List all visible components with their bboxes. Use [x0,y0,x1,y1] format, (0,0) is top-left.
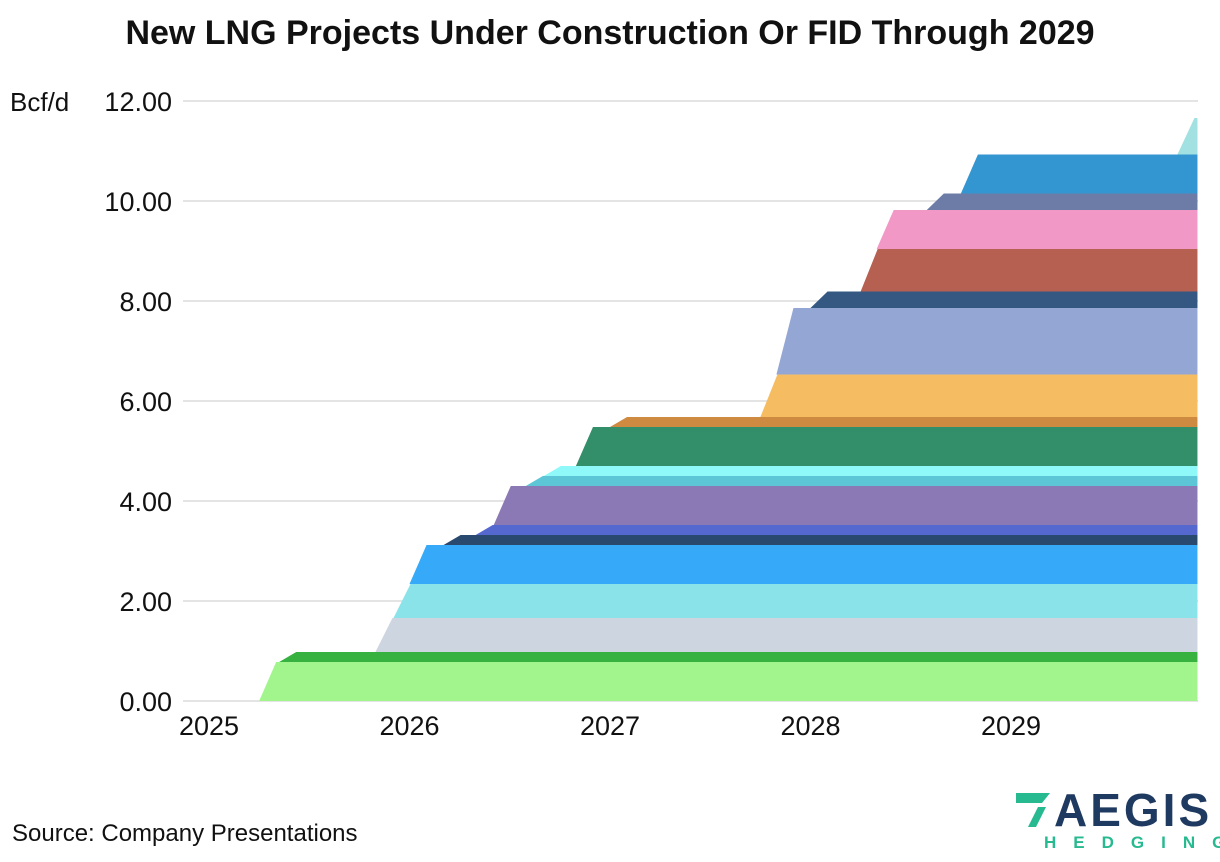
series-area-19 [960,154,1198,194]
y-tick-label-1: 2.00 [119,587,172,617]
series-area-7 [475,525,1198,535]
logo-subtext: HEDGING [1044,833,1220,852]
source-note: Source: Company Presentations [12,820,358,847]
x-tick-labels: 2025 2026 2027 2028 2029 [179,711,1041,741]
x-tick-label-2028: 2028 [780,711,840,741]
series-area-17 [876,210,1198,249]
series-areas [259,118,1198,701]
series-area-4 [393,584,1198,618]
series-area-2 [279,652,1198,662]
series-area-9 [525,476,1198,486]
series-area-5 [409,545,1198,584]
logo-wordmark: AEGIS [1054,784,1213,836]
x-tick-label-2029: 2029 [981,711,1041,741]
logo-mark-icon [1016,793,1050,827]
y-tick-labels: 0.00 2.00 4.00 6.00 8.00 10.00 12.00 [104,87,172,717]
series-area-18 [926,193,1198,210]
series-area-12 [610,417,1198,427]
series-area-6 [443,535,1198,545]
series-area-15 [810,291,1198,308]
x-tick-label-2025: 2025 [179,711,239,741]
series-area-11 [575,427,1198,466]
aegis-hedging-logo: AEGIS HEDGING [1010,784,1220,855]
series-area-20 [1177,118,1198,155]
chart-title: New LNG Projects Under Construction Or F… [125,14,1095,52]
y-tick-label-0: 0.00 [119,687,172,717]
series-area-3 [375,618,1198,652]
y-tick-label-2: 4.00 [119,487,172,517]
series-area-10 [543,466,1198,476]
series-area-13 [760,374,1198,417]
series-area-16 [860,249,1198,292]
series-area-1 [259,662,1198,701]
x-tick-label-2027: 2027 [580,711,640,741]
y-tick-label-3: 6.00 [119,387,172,417]
y-tick-label-4: 8.00 [119,287,172,317]
y-tick-label-5: 10.00 [104,187,172,217]
series-area-8 [493,486,1198,525]
y-axis-label: Bcf/d [10,87,69,117]
series-area-14 [776,308,1198,375]
x-tick-label-2026: 2026 [379,711,439,741]
y-tick-label-6: 12.00 [104,87,172,117]
